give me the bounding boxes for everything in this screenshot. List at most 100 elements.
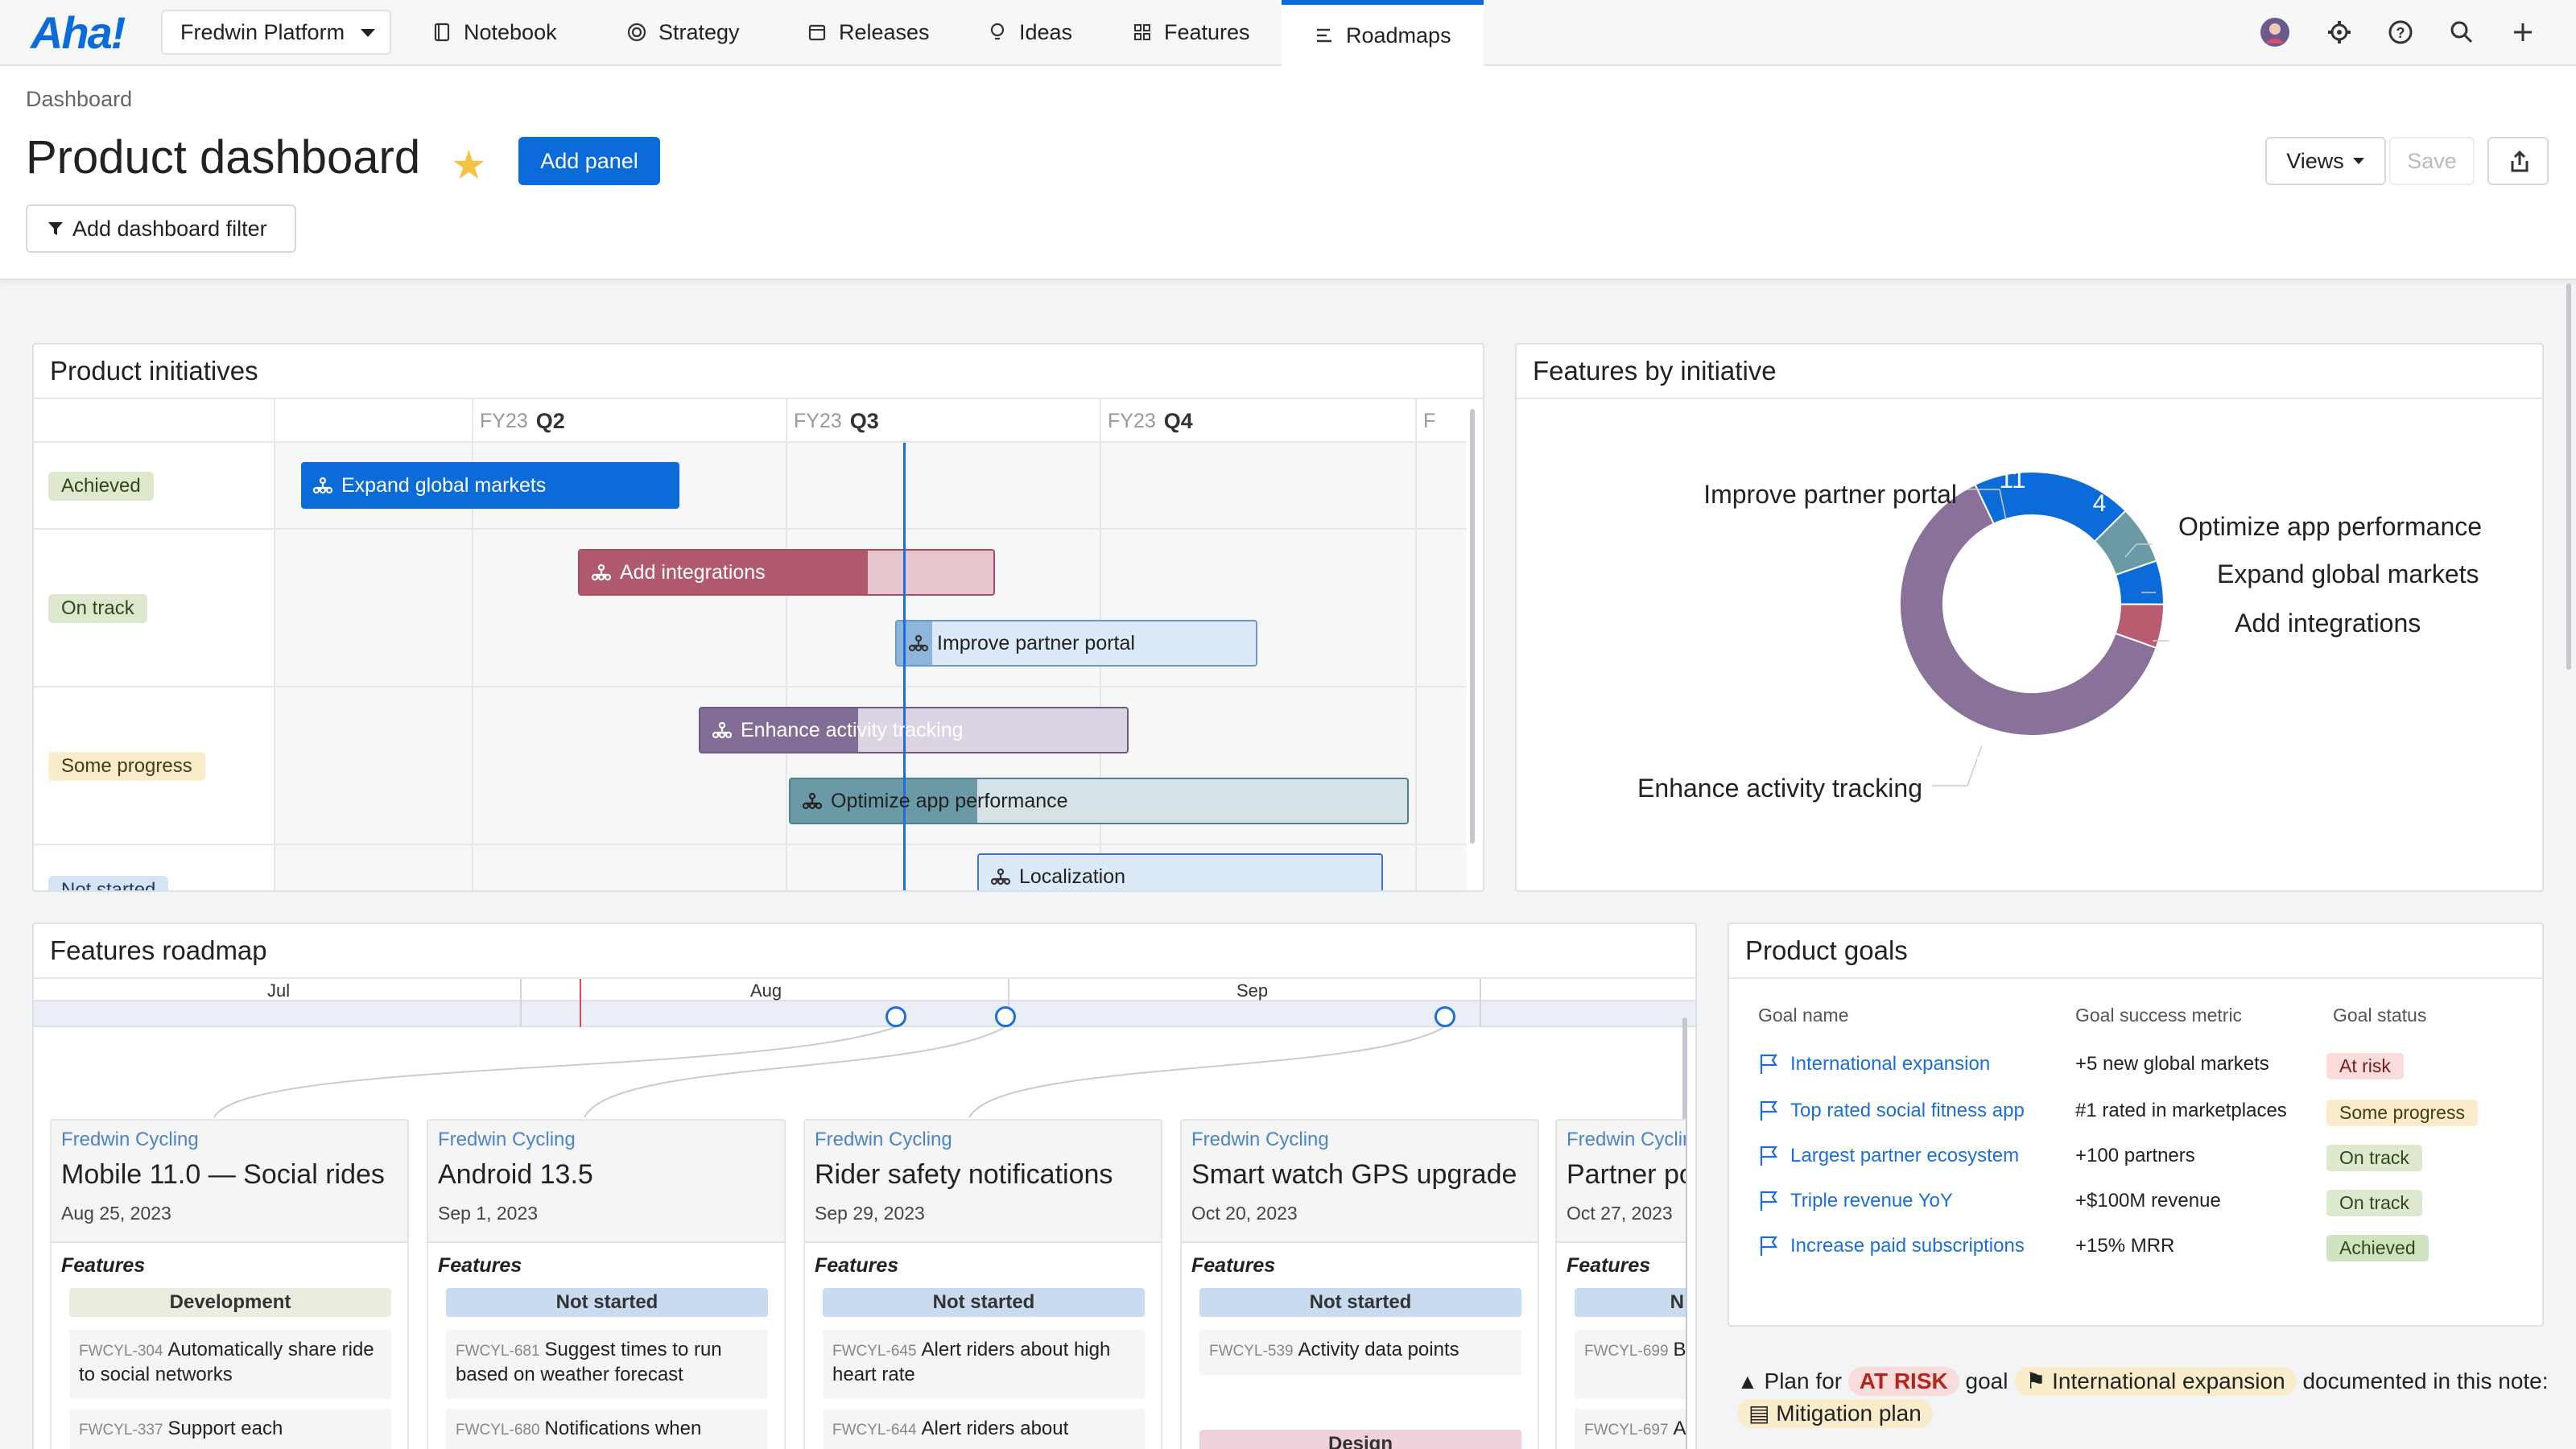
panel-title: Product initiatives: [50, 356, 258, 386]
help-icon[interactable]: ?: [2384, 16, 2417, 48]
aha-logo[interactable]: Aha!: [31, 7, 126, 58]
release-name: Mobile 11.0 — Social rides: [61, 1159, 385, 1190]
goal-mention[interactable]: ⚑ International expansion: [2014, 1367, 2297, 1396]
slice-label: Enhance activity tracking: [1637, 774, 1922, 803]
release-card[interactable]: Fredwin Cycling Mobile 11.0 — Social rid…: [50, 1119, 409, 1449]
initiative-bar[interactable]: Optimize app performance: [789, 778, 1409, 824]
release-name: Android 13.5: [438, 1159, 593, 1190]
feature-item[interactable]: FWCYL-337 Support each: [69, 1409, 391, 1449]
release-date: Oct 27, 2023: [1567, 1203, 1673, 1224]
nav-ideas[interactable]: Ideas: [987, 0, 1072, 64]
gridline: [786, 443, 787, 890]
progress-fill: [791, 779, 977, 823]
calendar-icon: [808, 24, 826, 41]
workflow-status: N: [1575, 1288, 1686, 1317]
release-card[interactable]: Fredwin Cycling Android 13.5 Sep 1, 2023…: [427, 1119, 786, 1449]
status-badge: Achieved: [48, 472, 154, 501]
nav-features[interactable]: Features: [1132, 0, 1250, 64]
document-mention-label: Mitigation plan: [1776, 1401, 1922, 1426]
donut-slice[interactable]: [1899, 483, 2157, 737]
chevron-down-icon: [361, 29, 375, 37]
release-marker[interactable]: [995, 1006, 1016, 1027]
scrollbar[interactable]: [1470, 409, 1475, 844]
gridline: [520, 979, 522, 1027]
page-title: Product dashboard: [26, 131, 421, 184]
panel-title: Features roadmap: [50, 935, 267, 965]
feature-item[interactable]: FWCYL-699Bra customization: [1575, 1330, 1686, 1399]
goal-name[interactable]: Largest partner ecosystem: [1790, 1145, 2020, 1166]
share-button[interactable]: [2487, 137, 2549, 185]
initiative-icon: [990, 868, 1011, 886]
goal-metric: +100 partners: [2075, 1145, 2195, 1166]
initiative-bar[interactable]: Add integrations: [578, 549, 995, 596]
release-card[interactable]: Fredwin Cycling Rider safety notificatio…: [803, 1119, 1162, 1449]
feature-item[interactable]: FWCYL-539 Activity data points: [1199, 1330, 1521, 1375]
donut-chart: Improve partner portal Optimize app perf…: [1637, 464, 2482, 803]
feature-item[interactable]: FWCYL-680 Notifications when: [446, 1409, 768, 1449]
column-header: Goal status: [2333, 1005, 2427, 1026]
roadmap-timeline: Jul Aug Sep: [34, 979, 1695, 1027]
goal-name[interactable]: Top rated social fitness app: [1790, 1100, 2025, 1121]
gear-icon[interactable]: [2323, 16, 2355, 48]
nav-roadmaps[interactable]: Roadmaps: [1282, 0, 1484, 66]
workflow-status: Development: [69, 1288, 391, 1317]
nav-notebook[interactable]: Notebook: [431, 0, 557, 64]
today-marker: [903, 443, 906, 890]
nav-strategy[interactable]: Strategy: [626, 0, 740, 64]
release-date: Oct 20, 2023: [1191, 1203, 1298, 1224]
project-name: Fredwin Cycling: [438, 1129, 576, 1150]
page-scrollbar[interactable]: [2566, 283, 2571, 670]
lane-achieved: Achieved: [34, 443, 275, 530]
breadcrumb[interactable]: Dashboard: [26, 87, 133, 111]
goal-flag-icon: [1760, 1100, 1778, 1121]
top-navigation: Aha! Fredwin Platform Notebook Strategy …: [0, 0, 2576, 66]
release-card[interactable]: Fredwin Cycling Partner po Oct 27, 2023 …: [1555, 1119, 1686, 1449]
document-mention[interactable]: ▤ Mitigation plan: [1737, 1399, 1933, 1428]
note-pre: Plan for: [1764, 1368, 1843, 1393]
feature-item[interactable]: FWCYL-697Ad: [1575, 1409, 1686, 1449]
features-heading: Features: [1191, 1254, 1276, 1277]
add-panel-button[interactable]: Add panel: [518, 137, 660, 185]
initiative-bar[interactable]: Enhance activity tracking: [699, 707, 1129, 753]
goal-name[interactable]: International expansion: [1790, 1053, 1991, 1075]
initiative-label: Expand global markets: [341, 473, 547, 497]
plus-icon[interactable]: [2507, 16, 2539, 48]
initiative-bar[interactable]: Localization: [977, 853, 1383, 890]
avatar[interactable]: [2259, 16, 2291, 48]
star-icon[interactable]: ★: [451, 142, 487, 188]
release-marker[interactable]: [1435, 1006, 1455, 1027]
features-heading: Features: [61, 1254, 146, 1277]
release-marker[interactable]: [886, 1006, 906, 1027]
views-button[interactable]: Views: [2265, 137, 2386, 185]
feature-item[interactable]: FWCYL-645 Alert riders about high heart r…: [823, 1330, 1145, 1399]
nav-notebook-label: Notebook: [464, 19, 557, 44]
nav-features-label: Features: [1164, 19, 1250, 44]
feature-item[interactable]: FWCYL-681 Suggest times to run based on w…: [446, 1330, 768, 1399]
workspace-selector[interactable]: Fredwin Platform: [161, 10, 391, 55]
initiative-bar[interactable]: Improve partner portal: [895, 620, 1257, 667]
status-badge: Achieved: [2326, 1235, 2429, 1261]
page-header: Dashboard Product dashboard ★ Add panel …: [0, 66, 2576, 280]
feature-item[interactable]: FWCYL-304 Automatically share ride to soc…: [69, 1330, 391, 1399]
goal-name[interactable]: Triple revenue YoY: [1790, 1190, 1953, 1212]
caret-down-icon: [2352, 158, 2364, 164]
nav-releases[interactable]: Releases: [807, 0, 930, 64]
nav-ideas-label: Ideas: [1019, 19, 1073, 44]
status-badge: Some progress: [2326, 1100, 2478, 1126]
panel-header: [34, 345, 1483, 399]
initiative-bar[interactable]: Expand global markets: [301, 462, 679, 509]
release-card[interactable]: Fredwin Cycling Smart watch GPS upgrade …: [1180, 1119, 1539, 1449]
initiative-label: Enhance activity tracking: [741, 718, 964, 741]
goal-name[interactable]: Increase paid subscriptions: [1790, 1235, 2025, 1257]
product-goals-panel: Product goals Goal name Goal success met…: [1728, 923, 2544, 1327]
data-label: 11: [1999, 464, 2025, 493]
save-button[interactable]: Save: [2389, 137, 2475, 185]
workspace-name: Fredwin Platform: [180, 19, 345, 44]
feature-item[interactable]: FWCYL-644 Alert riders about: [823, 1409, 1145, 1449]
release-date: Aug 25, 2023: [61, 1203, 171, 1224]
add-dashboard-filter-button[interactable]: Add dashboard filter: [26, 204, 296, 253]
column-header: Goal name: [1758, 1005, 1849, 1026]
goal-mention-label: International expansion: [2052, 1368, 2285, 1393]
status-badge: At risk: [2326, 1053, 2404, 1080]
search-icon[interactable]: [2446, 16, 2478, 48]
